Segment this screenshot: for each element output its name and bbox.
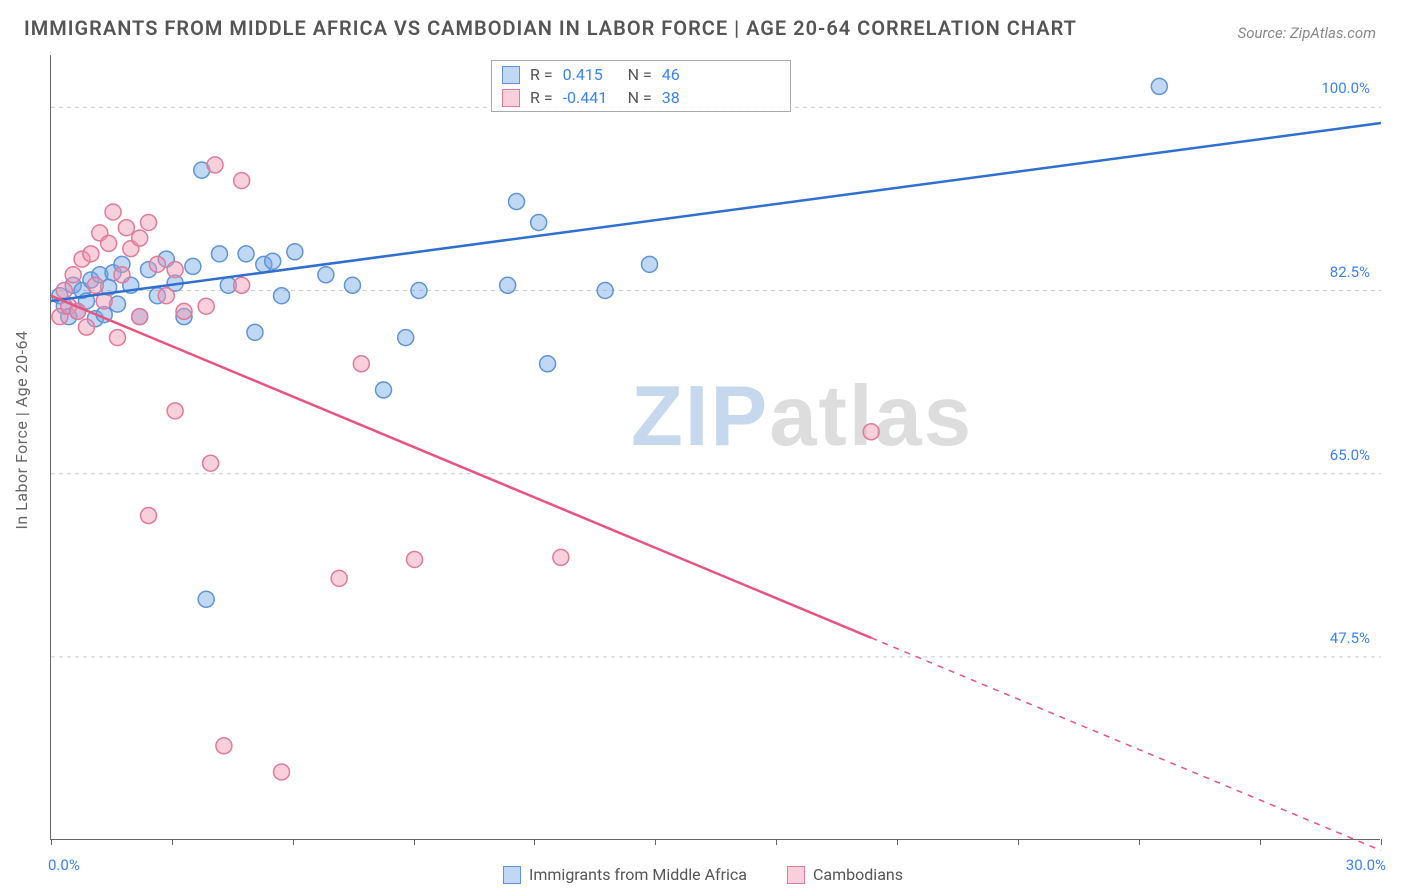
- legend-item: Immigrants from Middle Africa: [503, 865, 747, 884]
- chart-title: IMMIGRANTS FROM MIDDLE AFRICA VS CAMBODI…: [24, 16, 1077, 40]
- x-tick: [534, 839, 535, 845]
- series-swatch: [502, 89, 520, 107]
- series-swatch: [502, 66, 520, 84]
- x-tick: [172, 839, 173, 845]
- stats-row: R = -0.441 N = 38: [492, 86, 790, 109]
- stat-value-n: 38: [662, 88, 717, 107]
- stat-value-r: -0.441: [563, 88, 618, 107]
- x-tick: [51, 839, 52, 845]
- x-tick: [655, 839, 656, 845]
- y-tick-label: 100.0%: [1321, 79, 1370, 97]
- y-tick-label: 82.5%: [1330, 263, 1370, 281]
- legend-swatch: [787, 866, 805, 884]
- legend-item: Cambodians: [787, 865, 903, 884]
- legend-label: Immigrants from Middle Africa: [529, 865, 747, 884]
- x-tick: [1260, 839, 1261, 845]
- correlation-chart: IMMIGRANTS FROM MIDDLE AFRICA VS CAMBODI…: [0, 0, 1406, 892]
- y-axis-label: In Labor Force | Age 20-64: [12, 330, 31, 529]
- stat-label-n: N =: [628, 65, 652, 84]
- x-axis-max-label: 30.0%: [1346, 856, 1386, 874]
- stat-label-n: N =: [628, 88, 652, 107]
- x-tick: [1139, 839, 1140, 845]
- source-attribution: Source: ZipAtlas.com: [1238, 24, 1376, 42]
- plot-area: ZIPatlas 47.5%65.0%82.5%100.0% R =0.415N…: [50, 55, 1380, 840]
- x-axis-min-label: 0.0%: [48, 856, 80, 874]
- correlation-stats-box: R = 0.415 N = 46 R = -0.441 N = 38: [491, 60, 791, 112]
- x-tick: [897, 839, 898, 845]
- legend-label: Cambodians: [813, 865, 903, 884]
- y-tick-label: 65.0%: [1330, 446, 1370, 464]
- x-tick: [776, 839, 777, 845]
- x-tick: [293, 839, 294, 845]
- y-tick-labels: 47.5% 65.0% 82.5% 100.0%: [51, 55, 1380, 839]
- stat-value-r: 0.415: [563, 65, 618, 84]
- legend-swatch: [503, 866, 521, 884]
- stat-label-r: R =: [530, 88, 553, 107]
- stat-label-r: R =: [530, 65, 553, 84]
- stats-row: R = 0.415 N = 46: [492, 63, 790, 86]
- stat-value-n: 46: [662, 65, 717, 84]
- x-tick: [1018, 839, 1019, 845]
- x-tick: [414, 839, 415, 845]
- x-tick: [1381, 839, 1382, 845]
- legend-bottom: Immigrants from Middle Africa Cambodians: [503, 865, 903, 884]
- y-tick-label: 47.5%: [1330, 629, 1370, 647]
